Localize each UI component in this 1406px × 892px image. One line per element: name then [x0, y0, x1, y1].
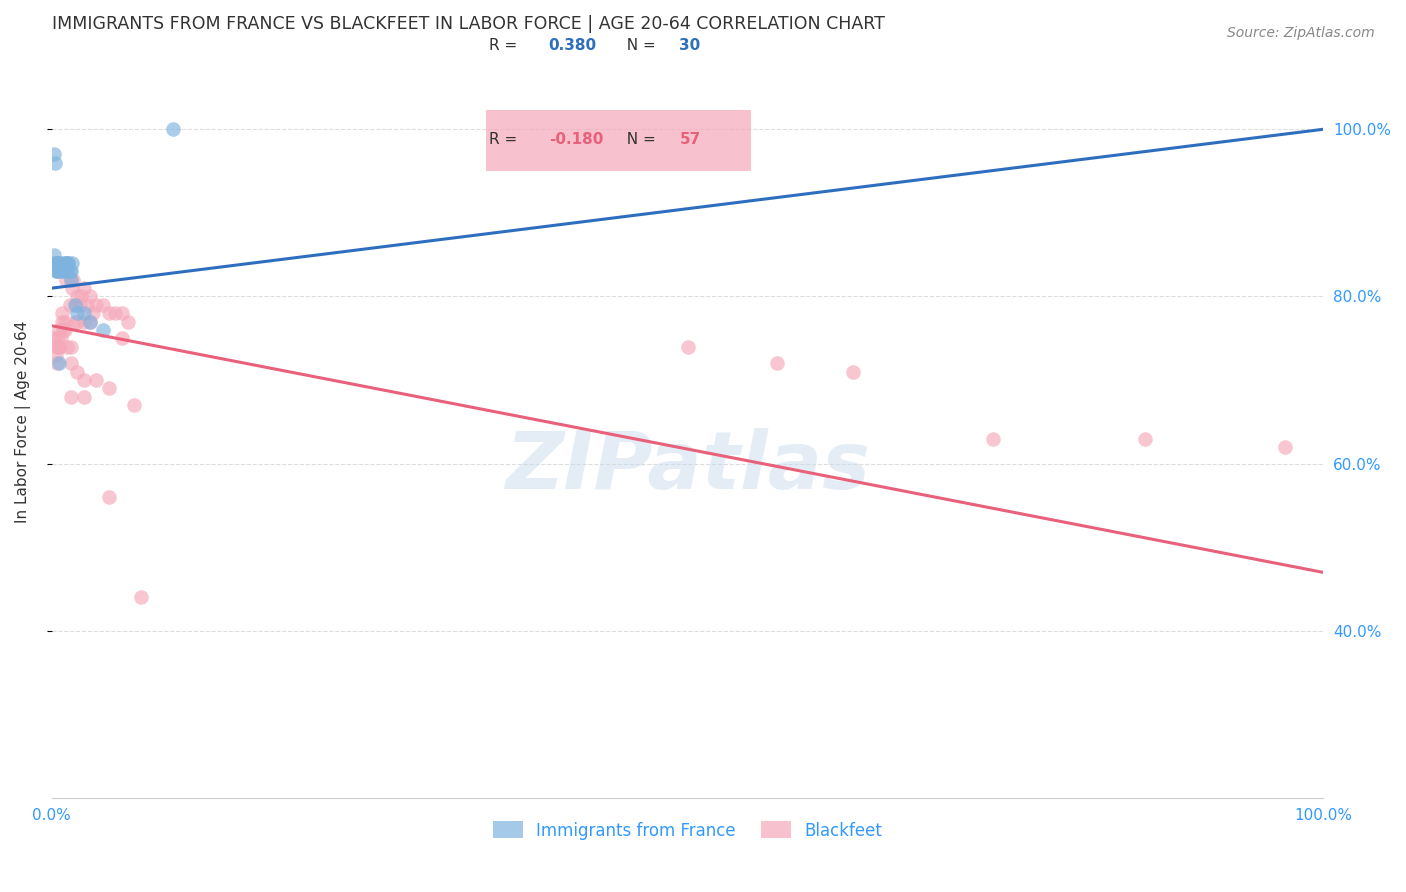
Point — [58, 256, 80, 270]
Point — [91, 323, 114, 337]
Point — [51, 264, 73, 278]
Point — [44, 155, 66, 169]
Text: ZIPatlas: ZIPatlas — [505, 428, 870, 506]
Point — [52, 264, 75, 278]
Point — [76, 298, 98, 312]
Point — [60, 256, 83, 270]
Point — [72, 306, 94, 320]
Point — [45, 348, 67, 362]
Point — [765, 356, 787, 370]
Point — [44, 331, 66, 345]
Point — [79, 315, 101, 329]
Point — [53, 323, 76, 337]
Point — [842, 365, 865, 379]
Point — [62, 273, 84, 287]
Point — [45, 264, 67, 278]
Point — [59, 340, 82, 354]
Point — [162, 122, 184, 136]
Point — [98, 490, 121, 504]
Point — [48, 356, 70, 370]
Point — [48, 323, 70, 337]
Point — [63, 315, 86, 329]
Legend: Immigrants from France, Blackfeet: Immigrants from France, Blackfeet — [486, 814, 889, 847]
Point — [111, 331, 134, 345]
Point — [58, 256, 80, 270]
Point — [59, 298, 82, 312]
Point — [59, 264, 82, 278]
Point — [59, 264, 82, 278]
Point — [46, 331, 69, 345]
Point — [981, 432, 1004, 446]
Point — [676, 340, 699, 354]
Point — [56, 340, 79, 354]
Point — [66, 315, 89, 329]
Point — [79, 289, 101, 303]
Point — [79, 315, 101, 329]
Point — [45, 340, 67, 354]
Point — [53, 256, 76, 270]
Point — [55, 273, 77, 287]
Point — [56, 256, 79, 270]
Point — [86, 298, 108, 312]
Point — [46, 264, 69, 278]
Point — [59, 356, 82, 370]
Point — [66, 306, 89, 320]
Point — [45, 264, 67, 278]
Point — [49, 256, 72, 270]
Point — [70, 289, 93, 303]
Point — [48, 340, 70, 354]
Point — [72, 373, 94, 387]
Text: Source: ZipAtlas.com: Source: ZipAtlas.com — [1227, 26, 1375, 40]
Point — [86, 373, 108, 387]
Point — [66, 365, 89, 379]
Point — [1274, 440, 1296, 454]
Point — [72, 315, 94, 329]
Point — [46, 256, 69, 270]
Point — [129, 591, 152, 605]
Point — [59, 273, 82, 287]
Point — [65, 298, 87, 312]
Point — [48, 340, 70, 354]
Point — [82, 306, 104, 320]
Point — [44, 248, 66, 262]
Point — [104, 306, 127, 320]
Point — [51, 315, 73, 329]
Point — [45, 356, 67, 370]
Point — [49, 331, 72, 345]
Point — [1135, 432, 1157, 446]
Point — [51, 306, 73, 320]
Point — [52, 323, 75, 337]
Point — [69, 298, 91, 312]
Point — [60, 281, 83, 295]
Point — [91, 298, 114, 312]
Point — [45, 256, 67, 270]
Point — [117, 315, 139, 329]
Point — [48, 256, 70, 270]
Point — [42, 147, 65, 161]
Point — [42, 256, 65, 270]
Point — [53, 256, 76, 270]
Point — [59, 390, 82, 404]
Point — [111, 306, 134, 320]
Point — [124, 398, 146, 412]
Point — [72, 281, 94, 295]
Point — [59, 273, 82, 287]
Point — [56, 264, 79, 278]
Point — [72, 390, 94, 404]
Point — [98, 306, 121, 320]
Point — [98, 381, 121, 395]
Y-axis label: In Labor Force | Age 20-64: In Labor Force | Age 20-64 — [15, 321, 31, 523]
Point — [55, 264, 77, 278]
Text: IMMIGRANTS FROM FRANCE VS BLACKFEET IN LABOR FORCE | AGE 20-64 CORRELATION CHART: IMMIGRANTS FROM FRANCE VS BLACKFEET IN L… — [52, 15, 884, 33]
Point — [46, 264, 69, 278]
Point — [53, 315, 76, 329]
Point — [63, 298, 86, 312]
Point — [66, 289, 89, 303]
Point — [45, 256, 67, 270]
